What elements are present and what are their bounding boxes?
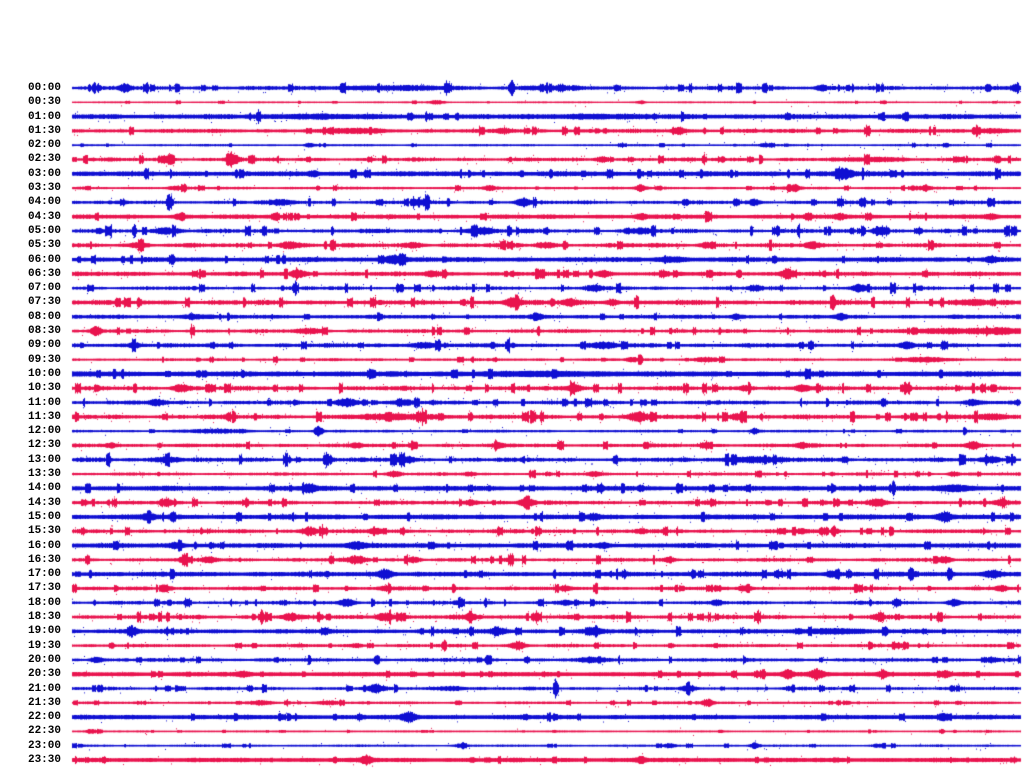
trace-time-label: 19:30 (27, 639, 61, 652)
trace-time-label: 10:00 (27, 367, 61, 380)
trace-time-label: 06:00 (27, 253, 61, 266)
trace-time-label: 12:30 (27, 439, 61, 452)
trace-time-label: 05:00 (27, 224, 61, 237)
trace-time-label: 22:00 (27, 711, 61, 724)
trace-time-label: 21:30 (27, 696, 61, 709)
trace-time-label: 06:30 (27, 267, 61, 280)
trace-time-label: 23:30 (27, 754, 61, 766)
trace-time-label: 23:00 (27, 739, 61, 752)
trace-time-label: 20:30 (27, 668, 61, 681)
trace-time-label: 07:30 (27, 296, 61, 309)
trace-time-label: 08:00 (27, 310, 61, 323)
trace-time-label: 05:30 (27, 239, 61, 252)
trace-time-label: 04:00 (27, 196, 61, 209)
trace-time-label: 16:00 (27, 539, 61, 552)
trace-time-label: 13:30 (27, 468, 61, 481)
trace-time-label: 02:30 (27, 153, 61, 166)
trace-time-label: 07:00 (27, 282, 61, 295)
trace-time-label: 12:00 (27, 425, 61, 438)
trace-time-label: 15:00 (27, 510, 61, 523)
trace-time-label: 08:30 (27, 325, 61, 338)
trace-time-label: 15:30 (27, 525, 61, 538)
trace-time-label: 18:00 (27, 596, 61, 609)
trace-time-label: 11:00 (27, 396, 61, 409)
trace-time-label: 19:00 (27, 625, 61, 638)
trace-time-label: 04:30 (27, 210, 61, 223)
trace-time-label: 14:00 (27, 482, 61, 495)
trace-time-label: 11:30 (27, 410, 61, 423)
trace-time-label: 09:30 (27, 353, 61, 366)
trace-time-label: 22:30 (27, 725, 61, 738)
trace-time-label: 03:30 (27, 182, 61, 195)
trace-time-label: 17:30 (27, 582, 61, 595)
trace-time-label: 18:30 (27, 611, 61, 624)
trace-time-label: 14:30 (27, 496, 61, 509)
trace-time-label: 00:00 (27, 82, 61, 94)
trace-time-label: 09:00 (27, 339, 61, 352)
trace-time-label: 01:00 (27, 110, 61, 123)
trace-time-label: 16:30 (27, 553, 61, 566)
trace-time-label: 13:00 (27, 453, 61, 466)
trace-time-label: 20:00 (27, 653, 61, 666)
trace-time-label: 10:30 (27, 382, 61, 395)
trace-time-label: 00:30 (27, 96, 61, 109)
trace-time-label: 01:30 (27, 124, 61, 137)
trace-time-label: 21:00 (27, 682, 61, 695)
trace-time-label: 17:00 (27, 568, 61, 581)
trace-time-label: 02:00 (27, 139, 61, 152)
trace-time-label: 03:00 (27, 167, 61, 180)
